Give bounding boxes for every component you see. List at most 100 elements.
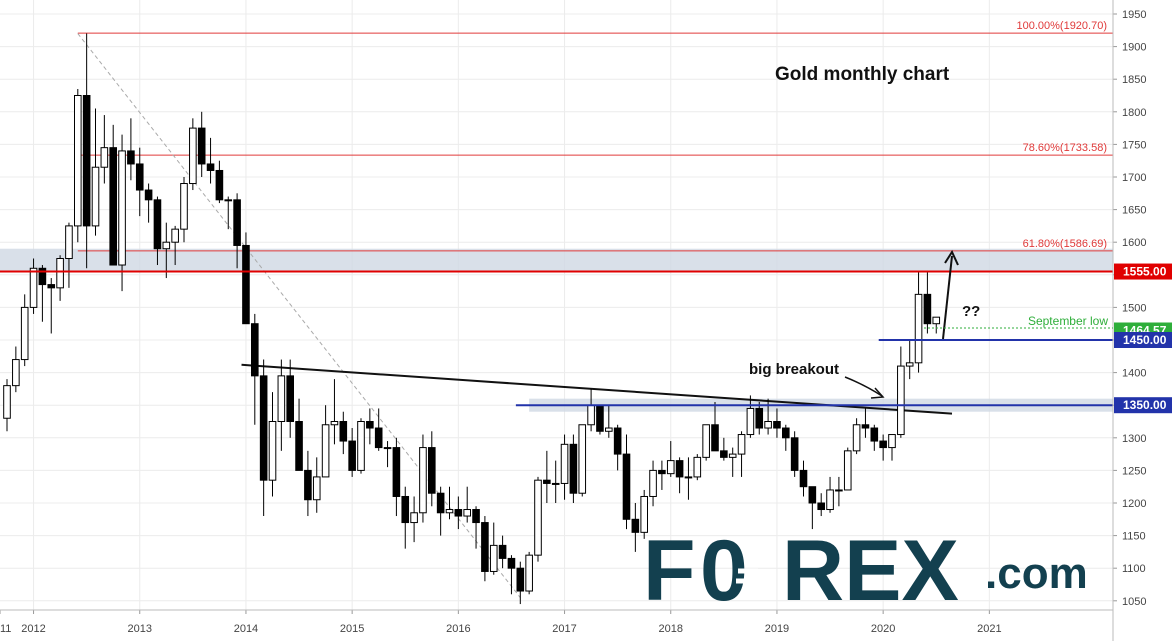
candle: [277, 359, 286, 451]
candle-body-down: [197, 127, 206, 165]
candle: [419, 434, 427, 523]
candle-body-up: [684, 476, 693, 479]
x-tick-label: 2018: [659, 623, 683, 635]
candle-body-down: [755, 407, 764, 429]
candle: [852, 418, 861, 455]
candle: [879, 434, 887, 461]
september-low-label: September low: [1028, 314, 1108, 328]
candle-body-down: [472, 509, 480, 524]
candle: [312, 457, 321, 513]
candle-body-down: [144, 189, 153, 201]
price-tag-bg: [1114, 332, 1172, 348]
candle-body-down: [153, 199, 162, 250]
candle: [463, 486, 471, 523]
candle-body-down: [622, 453, 631, 520]
candle-body-up: [489, 544, 498, 572]
candle: [684, 457, 693, 500]
y-tick-label: 1800: [1122, 107, 1146, 119]
candle-body-up: [383, 447, 392, 450]
candle-body-up: [277, 375, 286, 422]
candle: [233, 193, 241, 269]
candle-body-down: [658, 469, 666, 475]
x-tick-label: 11: [0, 623, 11, 635]
candle-body-up: [560, 443, 569, 484]
y-tick-label: 1700: [1122, 172, 1146, 184]
y-tick-label: 1050: [1122, 596, 1146, 608]
candle: [180, 177, 188, 243]
candle-body-up: [162, 241, 171, 250]
candle-body-down: [127, 150, 135, 165]
candle: [268, 392, 277, 497]
candle: [693, 454, 702, 481]
price-tag-1555: 1555.00: [1114, 263, 1172, 280]
candle: [728, 447, 737, 477]
candle-body-up: [835, 489, 843, 492]
candle: [56, 255, 64, 301]
candle-body-up: [118, 150, 126, 266]
candle-body-up: [746, 407, 755, 436]
x-tick-label: 2017: [552, 623, 576, 635]
breakout-arrow-head: [870, 387, 885, 399]
candle-body-down: [215, 169, 224, 201]
candle: [12, 346, 20, 393]
candle-body-down: [790, 437, 799, 471]
x-tick-label: 2020: [871, 623, 895, 635]
candle: [242, 232, 250, 325]
candle-body-up: [56, 258, 64, 289]
candle: [445, 486, 454, 520]
candle: [366, 408, 374, 445]
candle-body-down: [374, 427, 383, 449]
candle: [675, 457, 684, 494]
candle: [162, 222, 171, 279]
candle: [472, 506, 480, 549]
fib-label: 100.00%(1920.70): [1016, 20, 1107, 32]
candle: [897, 346, 905, 438]
candle: [295, 398, 303, 471]
candle-body-up: [905, 362, 914, 367]
chart-grid: [0, 0, 1117, 614]
candle-body-up: [224, 199, 233, 202]
candle-body-down: [47, 284, 56, 289]
candle: [525, 551, 533, 595]
candle-body-down: [295, 421, 303, 471]
candle: [153, 196, 162, 266]
candle: [782, 424, 790, 451]
axes: [0, 0, 1114, 641]
price-levels: [0, 270, 1113, 407]
candle-body-down: [516, 567, 525, 592]
fibonacci-levels: 100.00%(1920.70) 78.60%(1733.58) 61.80%(15…: [77, 20, 1113, 252]
logo-currency-o: 0: [700, 523, 758, 619]
candle: [127, 118, 135, 181]
candle: [835, 476, 843, 507]
x-tick-label: 2014: [234, 623, 258, 635]
candle-body-down: [543, 479, 551, 484]
candle: [330, 379, 339, 445]
candle: [428, 431, 436, 507]
fib-label: 61.80%(1586.69): [1023, 238, 1107, 250]
y-tick-label: 1950: [1122, 9, 1146, 21]
candle: [534, 476, 542, 562]
candle: [339, 411, 348, 455]
candle: [516, 561, 525, 605]
candle-body-down: [861, 424, 870, 429]
candle-body-up: [65, 225, 73, 259]
candle: [118, 134, 126, 292]
candle: [357, 418, 365, 474]
candle-body-up: [20, 306, 29, 361]
candle: [773, 408, 781, 438]
candle: [65, 222, 73, 288]
price-tag-label: 1450.00: [1123, 333, 1167, 347]
candle: [543, 450, 551, 503]
candle: [702, 424, 710, 461]
candle: [3, 379, 11, 432]
candle-body-down: [135, 163, 144, 191]
x-tick-label: 2016: [446, 623, 470, 635]
candle-body-up: [666, 460, 675, 475]
y-tick-label: 1400: [1122, 368, 1146, 380]
candle: [498, 535, 507, 569]
y-tick-label: 1150: [1122, 531, 1146, 543]
candle-body-down: [569, 443, 578, 494]
candle-body-up: [445, 509, 454, 514]
candle-body-down: [206, 163, 215, 171]
candle: [348, 428, 356, 477]
